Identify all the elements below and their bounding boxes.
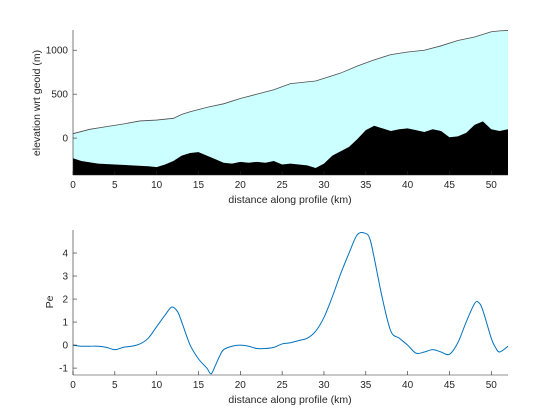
- pe-x-tick-label: 35: [360, 380, 372, 391]
- elevation-x-tick-label: 40: [402, 180, 414, 191]
- elevation-x-tick-label: 5: [112, 180, 118, 191]
- elevation-x-tick-label: 0: [70, 180, 76, 191]
- pe-y-tick-label: -1: [59, 364, 68, 375]
- pe-y-tick-label: 0: [62, 341, 68, 352]
- pe-x-tick-label: 10: [151, 380, 163, 391]
- elevation-y-tick-label: 0: [62, 134, 68, 145]
- elevation-y-tick-label: 1000: [46, 46, 69, 57]
- elevation-x-tick-label: 15: [193, 180, 205, 191]
- pe-y-tick-label: 2: [62, 295, 68, 306]
- elevation-upper-line: [72, 30, 509, 135]
- pe-x-tick-label: 40: [402, 380, 414, 391]
- elevation-x-tick-label: 20: [235, 180, 247, 191]
- pe-x-tick-label: 15: [193, 380, 205, 391]
- pe-line: [72, 232, 509, 375]
- pe-y-tick-label: 1: [62, 318, 68, 329]
- elevation-y-axis-label: elevation wrt geoid (m): [31, 50, 43, 156]
- elevation-x-tick-label: 35: [360, 180, 372, 191]
- pe-y-tick-label: 3: [62, 272, 68, 283]
- pe-x-tick-label: 45: [444, 380, 456, 391]
- pe-x-tick-label: 0: [70, 380, 76, 391]
- elevation-x-tick-label: 50: [486, 180, 498, 191]
- pe-y-axis-label: Pe: [44, 295, 56, 308]
- elevation-x-axis-label: distance along profile (km): [228, 194, 351, 206]
- pe-x-tick-label: 25: [277, 380, 289, 391]
- pe-x-tick-label: 5: [112, 380, 118, 391]
- elevation-x-tick-label: 10: [151, 180, 163, 191]
- pe-y-tick-label: 4: [62, 249, 68, 260]
- pe-plot-area: [72, 232, 509, 375]
- pe-x-tick-label: 20: [235, 380, 247, 391]
- elevation-plot-area: [72, 30, 509, 176]
- elevation-x-tick-label: 25: [277, 180, 289, 191]
- elevation-x-tick-label: 45: [444, 180, 456, 191]
- elevation-lower-fill: [73, 121, 508, 175]
- elevation-y-tick-label: 500: [51, 90, 68, 101]
- elevation-x-tick-label: 30: [318, 180, 330, 191]
- pe-x-axis-label: distance along profile (km): [228, 394, 351, 406]
- pe-x-tick-label: 30: [318, 380, 330, 391]
- pe-x-tick-label: 50: [486, 380, 498, 391]
